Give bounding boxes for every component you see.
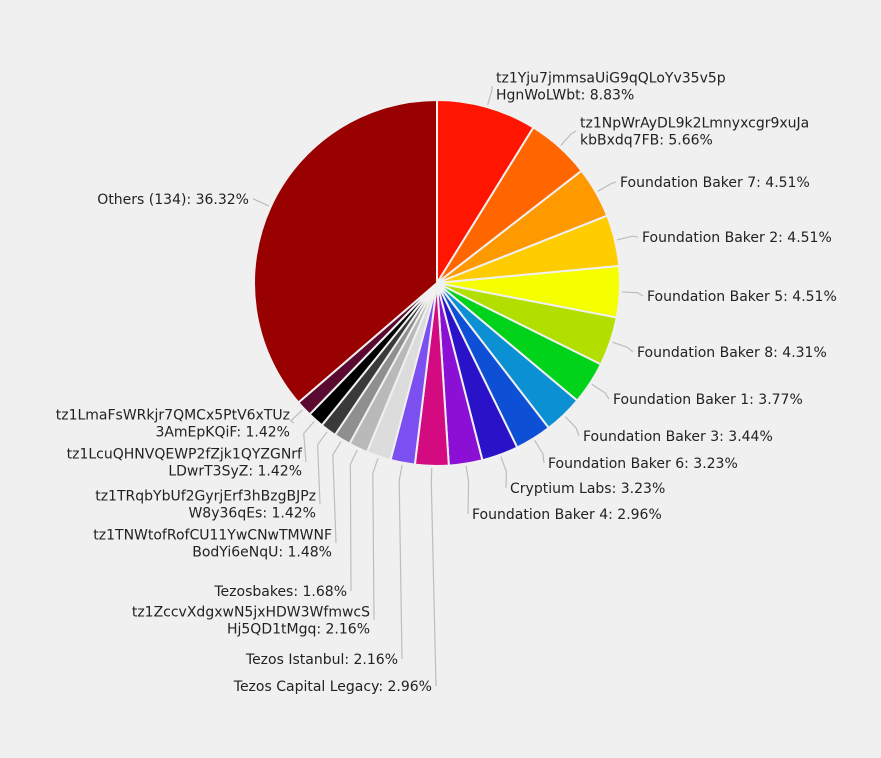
leader-line — [372, 458, 379, 621]
slice-label: Tezosbakes: 1.68% — [213, 584, 347, 600]
leader-line — [430, 467, 437, 687]
leaders-layer — [252, 85, 644, 687]
slice-label: tz1LcuQHNVQEWP2fZjk1QYZGNrf LDwrT3SyZ: 1.… — [67, 447, 303, 480]
slice-label: Foundation Baker 2: 4.51% — [642, 230, 832, 246]
slice-label: Tezos Capital Legacy: 2.96% — [233, 679, 432, 695]
leader-line — [616, 235, 639, 241]
leader-line — [465, 465, 470, 515]
slice-label-line: Hj5QD1tMgq: 2.16% — [227, 622, 370, 638]
slice-label: Foundation Baker 4: 2.96% — [472, 507, 662, 523]
slice-label: tz1ZccvXdgxwN5jxHDW3WfmwcS Hj5QD1tMgq: 2.… — [132, 605, 370, 638]
slice-label-line: tz1ZccvXdgxwN5jxHDW3WfmwcS — [132, 605, 370, 621]
slice-label-line: Others (134): 36.32% — [97, 192, 249, 208]
leader-line — [349, 449, 358, 592]
leader-line — [252, 198, 270, 207]
leader-line — [591, 383, 610, 400]
leader-line — [289, 409, 303, 424]
slice-label: tz1TNWtofRofCU11YwCNwTMWNF BodYi6eNqU: 1.… — [93, 528, 332, 561]
slice-label: Foundation Baker 1: 3.77% — [613, 392, 803, 408]
slice-label-line: tz1TNWtofRofCU11YwCNwTMWNF — [93, 528, 332, 544]
leader-line — [398, 464, 403, 660]
slice-label: Foundation Baker 3: 3.44% — [583, 429, 773, 445]
slice-label-line: tz1NpWrAyDL9k2Lmnyxcgr9xuJa — [580, 116, 809, 132]
slice-label-line: Foundation Baker 1: 3.77% — [613, 392, 803, 408]
leader-line — [612, 341, 634, 353]
slice-label: Cryptium Labs: 3.23% — [510, 481, 665, 497]
slice-label-line: Foundation Baker 8: 4.31% — [637, 345, 827, 361]
slice-label-line: Foundation Baker 6: 3.23% — [548, 456, 738, 472]
slice-label: Foundation Baker 8: 4.31% — [637, 345, 827, 361]
slice-label-line: tz1LcuQHNVQEWP2fZjk1QYZGNrf — [67, 447, 303, 463]
pie-slice[interactable] — [253, 98, 438, 404]
leader-line — [303, 421, 315, 463]
slice-label: Foundation Baker 6: 3.23% — [548, 456, 738, 472]
slice-label-line: kbBxdq7FB: 5.66% — [580, 133, 713, 149]
slice-label: tz1LmaFsWRkjr7QMCx5PtV6xTUz 3AmEpKQiF: 1.… — [56, 408, 290, 441]
labels-layer: tz1Yju7jmmsaUiG9qQLoYv35v5p HgnWoLWbt: 8.… — [56, 71, 837, 696]
leader-line — [332, 440, 342, 544]
slice-label: tz1Yju7jmmsaUiG9qQLoYv35v5p HgnWoLWbt: 8.… — [496, 71, 726, 104]
slice-label-line: Tezos Istanbul: 2.16% — [245, 652, 398, 668]
slice-label-line: Foundation Baker 2: 4.51% — [642, 230, 832, 246]
slice-label-line: Foundation Baker 3: 3.44% — [583, 429, 773, 445]
slice-label-line: Foundation Baker 7: 4.51% — [620, 175, 810, 191]
slice-label: tz1NpWrAyDL9k2Lmnyxcgr9xuJa kbBxdq7FB: 5.… — [580, 116, 809, 149]
slice-label: Foundation Baker 7: 4.51% — [620, 175, 810, 191]
leader-line — [487, 85, 493, 106]
leader-line — [621, 291, 644, 297]
leader-line — [500, 456, 507, 489]
leader-line — [597, 181, 617, 192]
slice-label: Others (134): 36.32% — [97, 192, 249, 208]
slice-label-line: tz1TRqbYbUf2GyrjErf3hBzgBJPz — [95, 489, 316, 505]
slice-label: Foundation Baker 5: 4.51% — [647, 289, 837, 305]
slice-label-line: Foundation Baker 4: 2.96% — [472, 507, 662, 523]
slice-label-line: LDwrT3SyZ: 1.42% — [168, 464, 302, 480]
leader-line — [534, 439, 545, 464]
slice-label-line: Foundation Baker 5: 4.51% — [647, 289, 837, 305]
slice-label: tz1TRqbYbUf2GyrjErf3hBzgBJPz W8y36qEs: 1.… — [95, 489, 316, 522]
slice-label-line: tz1Yju7jmmsaUiG9qQLoYv35v5p — [496, 71, 726, 87]
slice-label-line: 3AmEpKQiF: 1.42% — [155, 425, 290, 441]
leader-line — [317, 431, 328, 505]
slice-label-line: tz1LmaFsWRkjr7QMCx5PtV6xTUz — [56, 408, 290, 424]
slice-label-line: W8y36qEs: 1.42% — [188, 506, 316, 522]
slice-label-line: Tezosbakes: 1.68% — [213, 584, 347, 600]
slice-label-line: Tezos Capital Legacy: 2.96% — [233, 679, 432, 695]
slices-layer — [253, 98, 621, 467]
slice-label: Tezos Istanbul: 2.16% — [245, 652, 398, 668]
slice-label-line: BodYi6eNqU: 1.48% — [192, 545, 332, 561]
leader-line — [564, 416, 580, 437]
slice-label-line: HgnWoLWbt: 8.83% — [496, 88, 634, 104]
pie-slice[interactable] — [436, 98, 535, 287]
slice-label-line: Cryptium Labs: 3.23% — [510, 481, 665, 497]
leader-line — [560, 130, 577, 146]
